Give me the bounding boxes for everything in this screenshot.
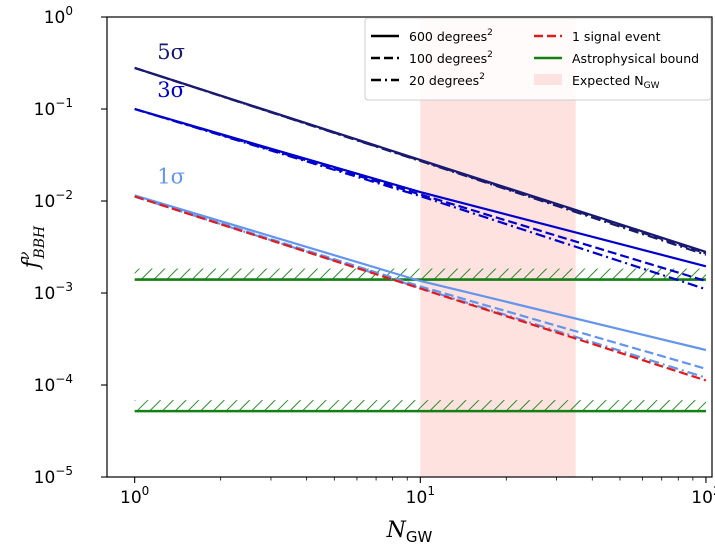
astrophysical-bound-hatch xyxy=(134,268,706,280)
legend-swatch-col2-2 xyxy=(534,74,562,85)
legend-label-col1-2: 20 degrees2 xyxy=(409,72,485,88)
legend-label-col1-1: 100 degrees2 xyxy=(409,50,493,66)
series-line-5 xyxy=(134,107,707,291)
plot-frame xyxy=(106,16,713,478)
curve-label-1: 3σ xyxy=(157,78,185,102)
x-tick-label-0: 100 xyxy=(120,484,149,508)
x-axis-title: NGW xyxy=(386,518,433,544)
y-tick-label-0: 100 xyxy=(44,4,73,28)
curve-label-0: 5σ xyxy=(157,40,185,64)
curve-label-2: 1σ xyxy=(157,164,185,188)
series-line-6 xyxy=(134,194,707,352)
legend-label-col2-2: Expected NGW xyxy=(572,73,660,91)
x-tick-label-1: 101 xyxy=(406,484,435,508)
legend-label-col2-1: Astrophysical bound xyxy=(572,51,699,66)
series-line-2 xyxy=(134,66,707,256)
x-tick-label-2: 102 xyxy=(691,484,715,508)
astrophysical-bound-hatch xyxy=(134,400,706,412)
y-tick-label-1: 10−1 xyxy=(34,96,73,120)
legend-label-col2-0: 1 signal event xyxy=(572,29,661,44)
series-line-9 xyxy=(134,195,707,382)
series-line-4 xyxy=(134,107,707,283)
legend-label-col1-0: 600 degrees2 xyxy=(409,28,493,44)
series-line-3 xyxy=(134,107,707,268)
y-tick-label-2: 10−2 xyxy=(34,188,73,212)
y-axis-title: fνBBH xyxy=(17,225,48,270)
y-tick-label-5: 10−5 xyxy=(34,464,73,488)
y-tick-label-4: 10−4 xyxy=(34,372,73,396)
y-tick-label-3: 10−3 xyxy=(34,280,73,304)
